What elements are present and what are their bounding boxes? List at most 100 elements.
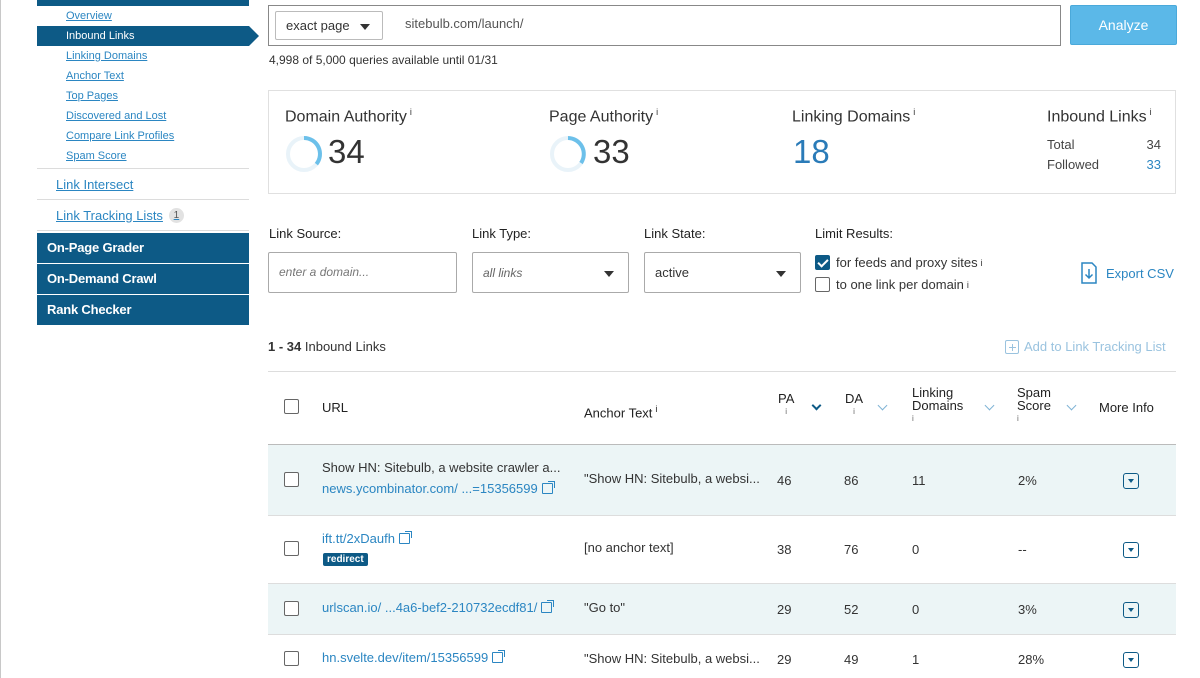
external-link-icon[interactable] (492, 650, 506, 663)
more-info-icon[interactable] (1123, 473, 1139, 489)
sort-icon[interactable] (984, 400, 995, 411)
column-pa[interactable]: PA i (778, 392, 794, 418)
row-checkbox[interactable] (284, 472, 299, 487)
sidebar-item-on-demand-crawl[interactable]: On-Demand Crawl (37, 264, 249, 294)
row-anchor-text: "Show HN: Sitebulb, a websi... (584, 471, 760, 486)
domain-authority-label: Domain Authority (285, 108, 407, 126)
chevron-down-icon (604, 271, 614, 277)
limit-feeds-option: for feeds and proxy sites i (815, 255, 983, 270)
column-spam-score[interactable]: Spam Score i (1017, 386, 1051, 425)
more-info-icon[interactable] (1123, 652, 1139, 668)
inbound-total-label: Total (1047, 137, 1075, 152)
page-authority-label: Page Authority (549, 108, 654, 126)
domain-authority-title: Domain Authority i (285, 107, 412, 126)
sidebar-top-bar (37, 0, 249, 6)
row-url-link[interactable]: news.ycombinator.com/ ...=15356599 (322, 481, 555, 496)
info-icon[interactable]: i (656, 107, 659, 117)
sidebar-link-tracking-label: Link Tracking Lists (56, 207, 163, 223)
row-url: news.ycombinator.com/ ...=15356599 (322, 481, 538, 496)
info-icon[interactable]: i (980, 257, 983, 268)
download-file-icon (1081, 262, 1097, 284)
limit-feeds-checkbox[interactable] (815, 255, 830, 270)
results-range-suffix: Inbound Links (304, 339, 386, 354)
more-info-icon[interactable] (1123, 602, 1139, 618)
column-anchor-text: Anchor Text i (584, 403, 657, 419)
link-tracking-count-badge: 1 (168, 207, 184, 223)
info-icon[interactable]: i (913, 107, 916, 117)
export-csv-label: Export CSV (1106, 265, 1174, 281)
row-da: 86 (844, 473, 859, 488)
more-info-icon[interactable] (1123, 542, 1139, 558)
inbound-links-title: Inbound Links i (1047, 107, 1152, 126)
sidebar-item-spam-score[interactable]: Spam Score (66, 150, 127, 162)
external-link-icon[interactable] (398, 531, 412, 544)
inbound-links-label: Inbound Links (1047, 108, 1147, 126)
row-url-link[interactable]: ift.tt/2xDaufh (322, 531, 412, 546)
row-checkbox[interactable] (284, 601, 299, 616)
row-checkbox[interactable] (284, 651, 299, 666)
sidebar-item-inbound-links[interactable]: Inbound Links (37, 26, 259, 46)
results-range: 1 - 34 (268, 339, 302, 354)
sort-icon[interactable] (877, 400, 888, 411)
info-icon[interactable]: i (1149, 107, 1152, 117)
external-link-icon[interactable] (541, 600, 555, 613)
row-url: urlscan.io/ ...4a6-bef2-210732ecdf81/ (322, 600, 538, 615)
info-icon[interactable]: i (409, 107, 412, 117)
linking-domains-value[interactable]: 18 (793, 133, 830, 170)
row-url-link[interactable]: urlscan.io/ ...4a6-bef2-210732ecdf81/ (322, 600, 555, 615)
link-state-value: active (655, 265, 689, 280)
row-spam-score: 2% (1018, 473, 1037, 488)
link-type-value: all links (483, 266, 523, 280)
sidebar-item-rank-checker[interactable]: Rank Checker (37, 295, 249, 325)
row-da: 52 (844, 602, 859, 617)
sidebar-item-link-tracking[interactable]: Link Tracking Lists 1 (37, 200, 249, 231)
row-page-title: Show HN: Sitebulb, a website crawler a..… (322, 460, 561, 475)
info-icon[interactable]: i (912, 414, 914, 423)
sidebar-item-compare-profiles[interactable]: Compare Link Profiles (66, 130, 175, 142)
column-da[interactable]: DA i (845, 392, 863, 418)
row-url-link[interactable]: hn.svelte.dev/item/15356599 (322, 650, 506, 665)
row-pa: 38 (777, 542, 792, 557)
limit-feeds-label: for feeds and proxy sites (836, 255, 978, 270)
info-icon[interactable]: i (785, 407, 788, 416)
link-source-input[interactable]: enter a domain... (268, 252, 457, 293)
sidebar-item-discovered-lost[interactable]: Discovered and Lost (66, 110, 167, 122)
limit-one-per-domain-checkbox[interactable] (815, 277, 830, 292)
page-authority-ring (550, 136, 586, 172)
url-input[interactable] (405, 16, 1005, 31)
table-row: hn.svelte.dev/item/15356599 "Show HN: Si… (268, 635, 1176, 678)
column-linking-domains[interactable]: Linking Domains i (912, 386, 963, 425)
export-csv-button[interactable]: Export CSV (1080, 262, 1174, 284)
row-pa: 29 (777, 602, 792, 617)
sidebar-item-on-page-grader[interactable]: On-Page Grader (37, 233, 249, 263)
scope-select[interactable]: exact page (275, 11, 383, 40)
sidebar-item-overview[interactable]: Overview (66, 10, 112, 22)
select-all-checkbox[interactable] (284, 399, 299, 414)
sidebar-item-link-intersect[interactable]: Link Intersect (37, 169, 249, 200)
chevron-down-icon (776, 271, 786, 277)
info-icon[interactable]: i (853, 407, 855, 416)
row-url: hn.svelte.dev/item/15356599 (322, 650, 489, 665)
info-icon[interactable]: i (1017, 414, 1019, 423)
link-state-select[interactable]: active (644, 252, 801, 293)
row-checkbox[interactable] (284, 541, 299, 556)
add-to-tracking-list-button[interactable]: Add to Link Tracking List (1005, 339, 1166, 354)
link-type-select[interactable]: all links (472, 252, 629, 293)
column-da-label: DA (845, 391, 864, 406)
domain-authority-value: 34 (328, 133, 365, 170)
window-border (0, 0, 1, 678)
sidebar-subnav: Overview Inbound Links Linking Domains A… (37, 6, 259, 166)
inbound-total-value: 34 (1146, 137, 1161, 152)
info-icon[interactable]: i (655, 404, 658, 414)
sidebar-item-top-pages[interactable]: Top Pages (66, 90, 118, 102)
sort-icon[interactable] (1066, 400, 1077, 411)
analyze-button[interactable]: Analyze (1070, 5, 1177, 45)
inbound-followed-value[interactable]: 33 (1146, 157, 1161, 172)
metrics-panel: Domain Authority i 34 Page Authority i 33 … (268, 90, 1176, 194)
sort-desc-icon[interactable] (811, 400, 822, 411)
external-link-icon[interactable] (541, 481, 555, 494)
sidebar-item-linking-domains[interactable]: Linking Domains (66, 50, 148, 62)
row-anchor-text: "Show HN: Sitebulb, a websi... (584, 651, 760, 666)
sidebar-item-anchor-text[interactable]: Anchor Text (66, 70, 124, 82)
info-icon[interactable]: i (966, 279, 969, 290)
